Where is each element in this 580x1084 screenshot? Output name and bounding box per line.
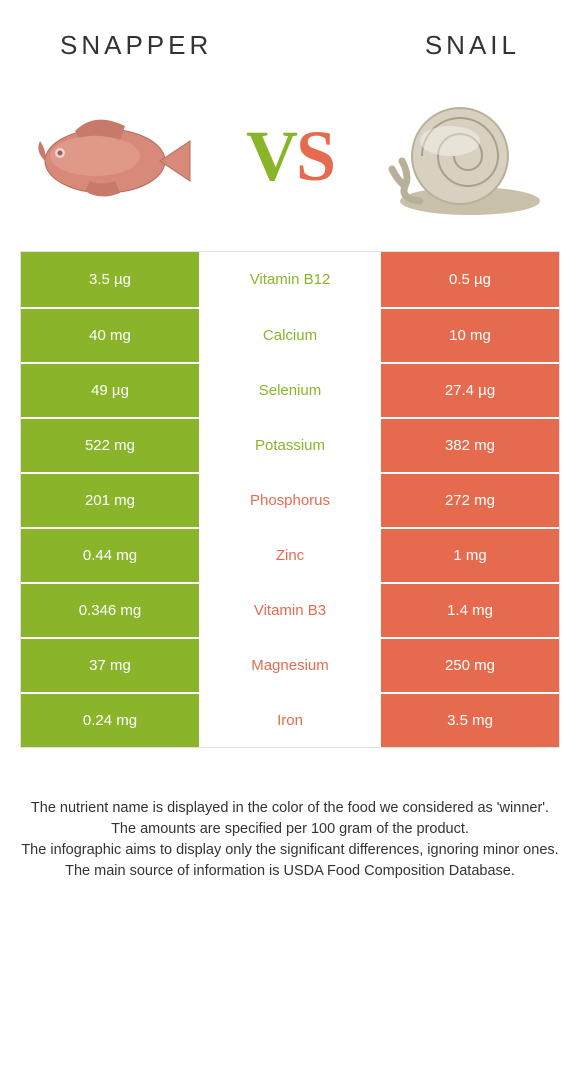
- right-value: 272 mg: [381, 474, 559, 527]
- right-food-title: Snail: [425, 30, 520, 61]
- right-value: 3.5 mg: [381, 694, 559, 747]
- nutrient-label: Selenium: [201, 364, 381, 417]
- nutrient-label: Potassium: [201, 419, 381, 472]
- snapper-image: [20, 91, 200, 221]
- vs-s: S: [296, 116, 334, 196]
- left-value: 0.44 mg: [21, 529, 201, 582]
- snail-image: [380, 91, 560, 221]
- table-row: 49 µgSelenium27.4 µg: [21, 362, 559, 417]
- nutrient-table: 3.5 µgVitamin B120.5 µg40 mgCalcium10 mg…: [20, 251, 560, 748]
- table-row: 201 mgPhosphorus272 mg: [21, 472, 559, 527]
- left-value: 201 mg: [21, 474, 201, 527]
- table-row: 40 mgCalcium10 mg: [21, 307, 559, 362]
- table-row: 0.346 mgVitamin B31.4 mg: [21, 582, 559, 637]
- footer-notes: The nutrient name is displayed in the co…: [0, 748, 580, 902]
- footer-line3: The infographic aims to display only the…: [20, 840, 560, 861]
- table-row: 522 mgPotassium382 mg: [21, 417, 559, 472]
- header: Snapper Snail: [0, 0, 580, 81]
- left-value: 37 mg: [21, 639, 201, 692]
- left-value: 49 µg: [21, 364, 201, 417]
- left-value: 3.5 µg: [21, 252, 201, 307]
- images-row: VS: [0, 81, 580, 251]
- nutrient-label: Vitamin B12: [201, 252, 381, 307]
- footer-line2: The amounts are specified per 100 gram o…: [20, 819, 560, 840]
- right-value: 10 mg: [381, 309, 559, 362]
- right-value: 27.4 µg: [381, 364, 559, 417]
- right-value: 250 mg: [381, 639, 559, 692]
- footer-line4: The main source of information is USDA F…: [20, 861, 560, 882]
- nutrient-label: Calcium: [201, 309, 381, 362]
- table-row: 37 mgMagnesium250 mg: [21, 637, 559, 692]
- left-food-title: Snapper: [60, 30, 212, 61]
- left-value: 0.24 mg: [21, 694, 201, 747]
- left-value: 40 mg: [21, 309, 201, 362]
- right-value: 1.4 mg: [381, 584, 559, 637]
- nutrient-label: Phosphorus: [201, 474, 381, 527]
- nutrient-label: Vitamin B3: [201, 584, 381, 637]
- nutrient-label: Zinc: [201, 529, 381, 582]
- table-row: 3.5 µgVitamin B120.5 µg: [21, 252, 559, 307]
- vs-v: V: [246, 116, 296, 196]
- table-row: 0.44 mgZinc1 mg: [21, 527, 559, 582]
- nutrient-label: Magnesium: [201, 639, 381, 692]
- right-value: 1 mg: [381, 529, 559, 582]
- right-value: 0.5 µg: [381, 252, 559, 307]
- vs-label: VS: [246, 115, 334, 198]
- nutrient-label: Iron: [201, 694, 381, 747]
- footer-line1: The nutrient name is displayed in the co…: [20, 798, 560, 819]
- right-value: 382 mg: [381, 419, 559, 472]
- table-row: 0.24 mgIron3.5 mg: [21, 692, 559, 747]
- left-value: 0.346 mg: [21, 584, 201, 637]
- left-value: 522 mg: [21, 419, 201, 472]
